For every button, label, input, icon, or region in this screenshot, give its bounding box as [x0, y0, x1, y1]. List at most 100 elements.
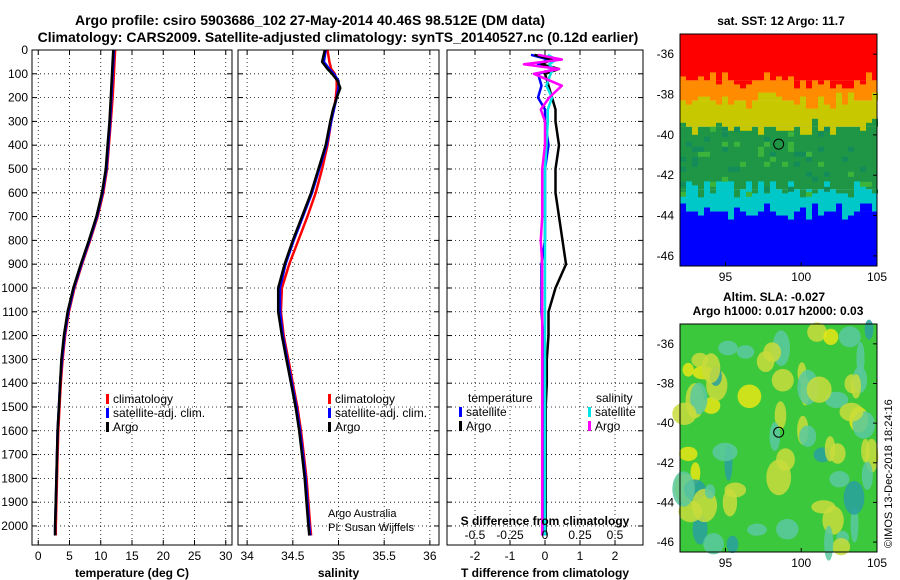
sst-band: [680, 211, 877, 266]
sst-pixel: [782, 126, 788, 131]
sst-pixel: [770, 156, 776, 162]
sst-pixel: [704, 207, 710, 212]
y-tick-label: 1600: [1, 424, 28, 438]
x-tick-label: 34.5: [281, 549, 305, 563]
sla-blob: [771, 368, 794, 392]
sst-pixel: [860, 181, 866, 187]
x-tick-label: -2: [470, 549, 481, 563]
sst-pixel: [692, 185, 698, 190]
sst-pixel: [806, 191, 812, 197]
sst-pixel: [806, 80, 812, 89]
sla-blob: [703, 533, 724, 555]
sst-pixel: [698, 96, 704, 101]
sst-pixel: [806, 156, 812, 162]
sst-pixel: [812, 100, 818, 109]
sst-pixel: [818, 161, 824, 167]
sla-blob: [838, 326, 861, 348]
y-tick-label: 1700: [1, 448, 28, 462]
sst-pixel: [746, 126, 752, 131]
x-tick-label: 35.5: [373, 549, 397, 563]
x-tick-label: 95: [719, 556, 733, 570]
sst-pixel: [866, 181, 872, 187]
sst-pixel: [692, 126, 698, 135]
y-tick-label: 1300: [1, 352, 28, 366]
sst-pixel: [782, 189, 788, 194]
y-tick-label: 1100: [2, 305, 28, 319]
sst-pixel: [794, 100, 800, 105]
legend-label: climatology: [113, 392, 173, 406]
sst-pixel: [860, 166, 866, 172]
sst-pixel: [686, 100, 692, 105]
sla-blob: [839, 402, 864, 422]
sla-blob: [718, 340, 738, 356]
figure-title-line2: Climatology: CARS2009. Satellite-adjuste…: [38, 29, 639, 45]
sst-pixel: [812, 189, 818, 194]
series-line-climatology: [54, 49, 117, 536]
top-axis-label: S difference from climatology: [461, 514, 630, 528]
sst-pixel: [758, 92, 764, 101]
sst-pixel: [770, 92, 776, 101]
argo-position-marker: [773, 426, 785, 438]
x-tick-label: 100: [791, 270, 811, 284]
sst-pixel: [680, 166, 686, 172]
legend-swatch: [588, 407, 591, 417]
sst-pixel: [764, 92, 770, 101]
sst-pixel: [806, 151, 812, 157]
sla-blob: [807, 322, 827, 342]
sla-blob: [774, 401, 787, 430]
sst-pixel: [758, 146, 764, 152]
legend-label: Argo: [113, 420, 139, 434]
sla-blob: [806, 376, 832, 403]
y-tick-label: 1900: [1, 495, 28, 509]
x-tick-label: 5: [66, 549, 73, 563]
sst-pixel: [812, 176, 818, 182]
sst-pixel: [866, 72, 872, 81]
sst-pixel: [794, 151, 800, 157]
sst-pixel: [842, 211, 848, 220]
sla-map-subtitle: Argo h1000: 0.017 h2000: 0.03: [693, 304, 864, 318]
sst-pixel: [872, 189, 878, 194]
y-tick-label: 900: [8, 257, 28, 271]
sst-pixel: [686, 141, 692, 147]
top-tick-label: -0.25: [496, 528, 524, 542]
legend-label: satellite-adj. clim.: [113, 406, 205, 420]
map-frame: [679, 323, 878, 553]
sst-pixel: [680, 189, 686, 194]
x-tick-label: 15: [125, 549, 139, 563]
sst-pixel: [788, 126, 794, 131]
sst-pixel: [722, 126, 728, 132]
sst-pixel: [788, 186, 794, 192]
legend-label: satellite: [595, 405, 636, 419]
sst-pixel: [806, 100, 812, 109]
series-line-satellite-adj-clim-: [53, 49, 116, 536]
x-axis-label: T difference from climatology: [461, 566, 629, 580]
sst-pixel: [770, 181, 776, 190]
sst-pixel: [824, 186, 830, 192]
sst-pixel: [770, 151, 776, 157]
sla-blob: [824, 525, 834, 561]
sst-pixel: [680, 181, 686, 187]
sst-pixel: [746, 80, 752, 85]
sst-pixel: [722, 176, 728, 182]
sla-blob: [712, 442, 738, 462]
sla-blob: [861, 438, 870, 463]
sla-blob: [672, 471, 695, 507]
x-axis-label: salinity: [318, 566, 360, 580]
top-tick-label: 0: [542, 528, 549, 542]
sst-pixel: [722, 181, 728, 190]
sst-pixel: [752, 211, 758, 216]
sst-pixel: [800, 126, 806, 135]
plot-frame: [446, 49, 644, 546]
sst-pixel: [800, 151, 806, 157]
sst-band: [680, 80, 877, 101]
sst-pixel: [788, 76, 794, 81]
sst-pixel: [830, 100, 836, 109]
sst-pixel: [704, 96, 710, 101]
sla-blob: [824, 391, 849, 408]
sst-pixel: [818, 131, 824, 137]
sst-pixel: [686, 181, 692, 190]
sst-pixel: [746, 211, 752, 216]
sst-pixel: [692, 146, 698, 152]
sla-blob: [704, 484, 716, 499]
